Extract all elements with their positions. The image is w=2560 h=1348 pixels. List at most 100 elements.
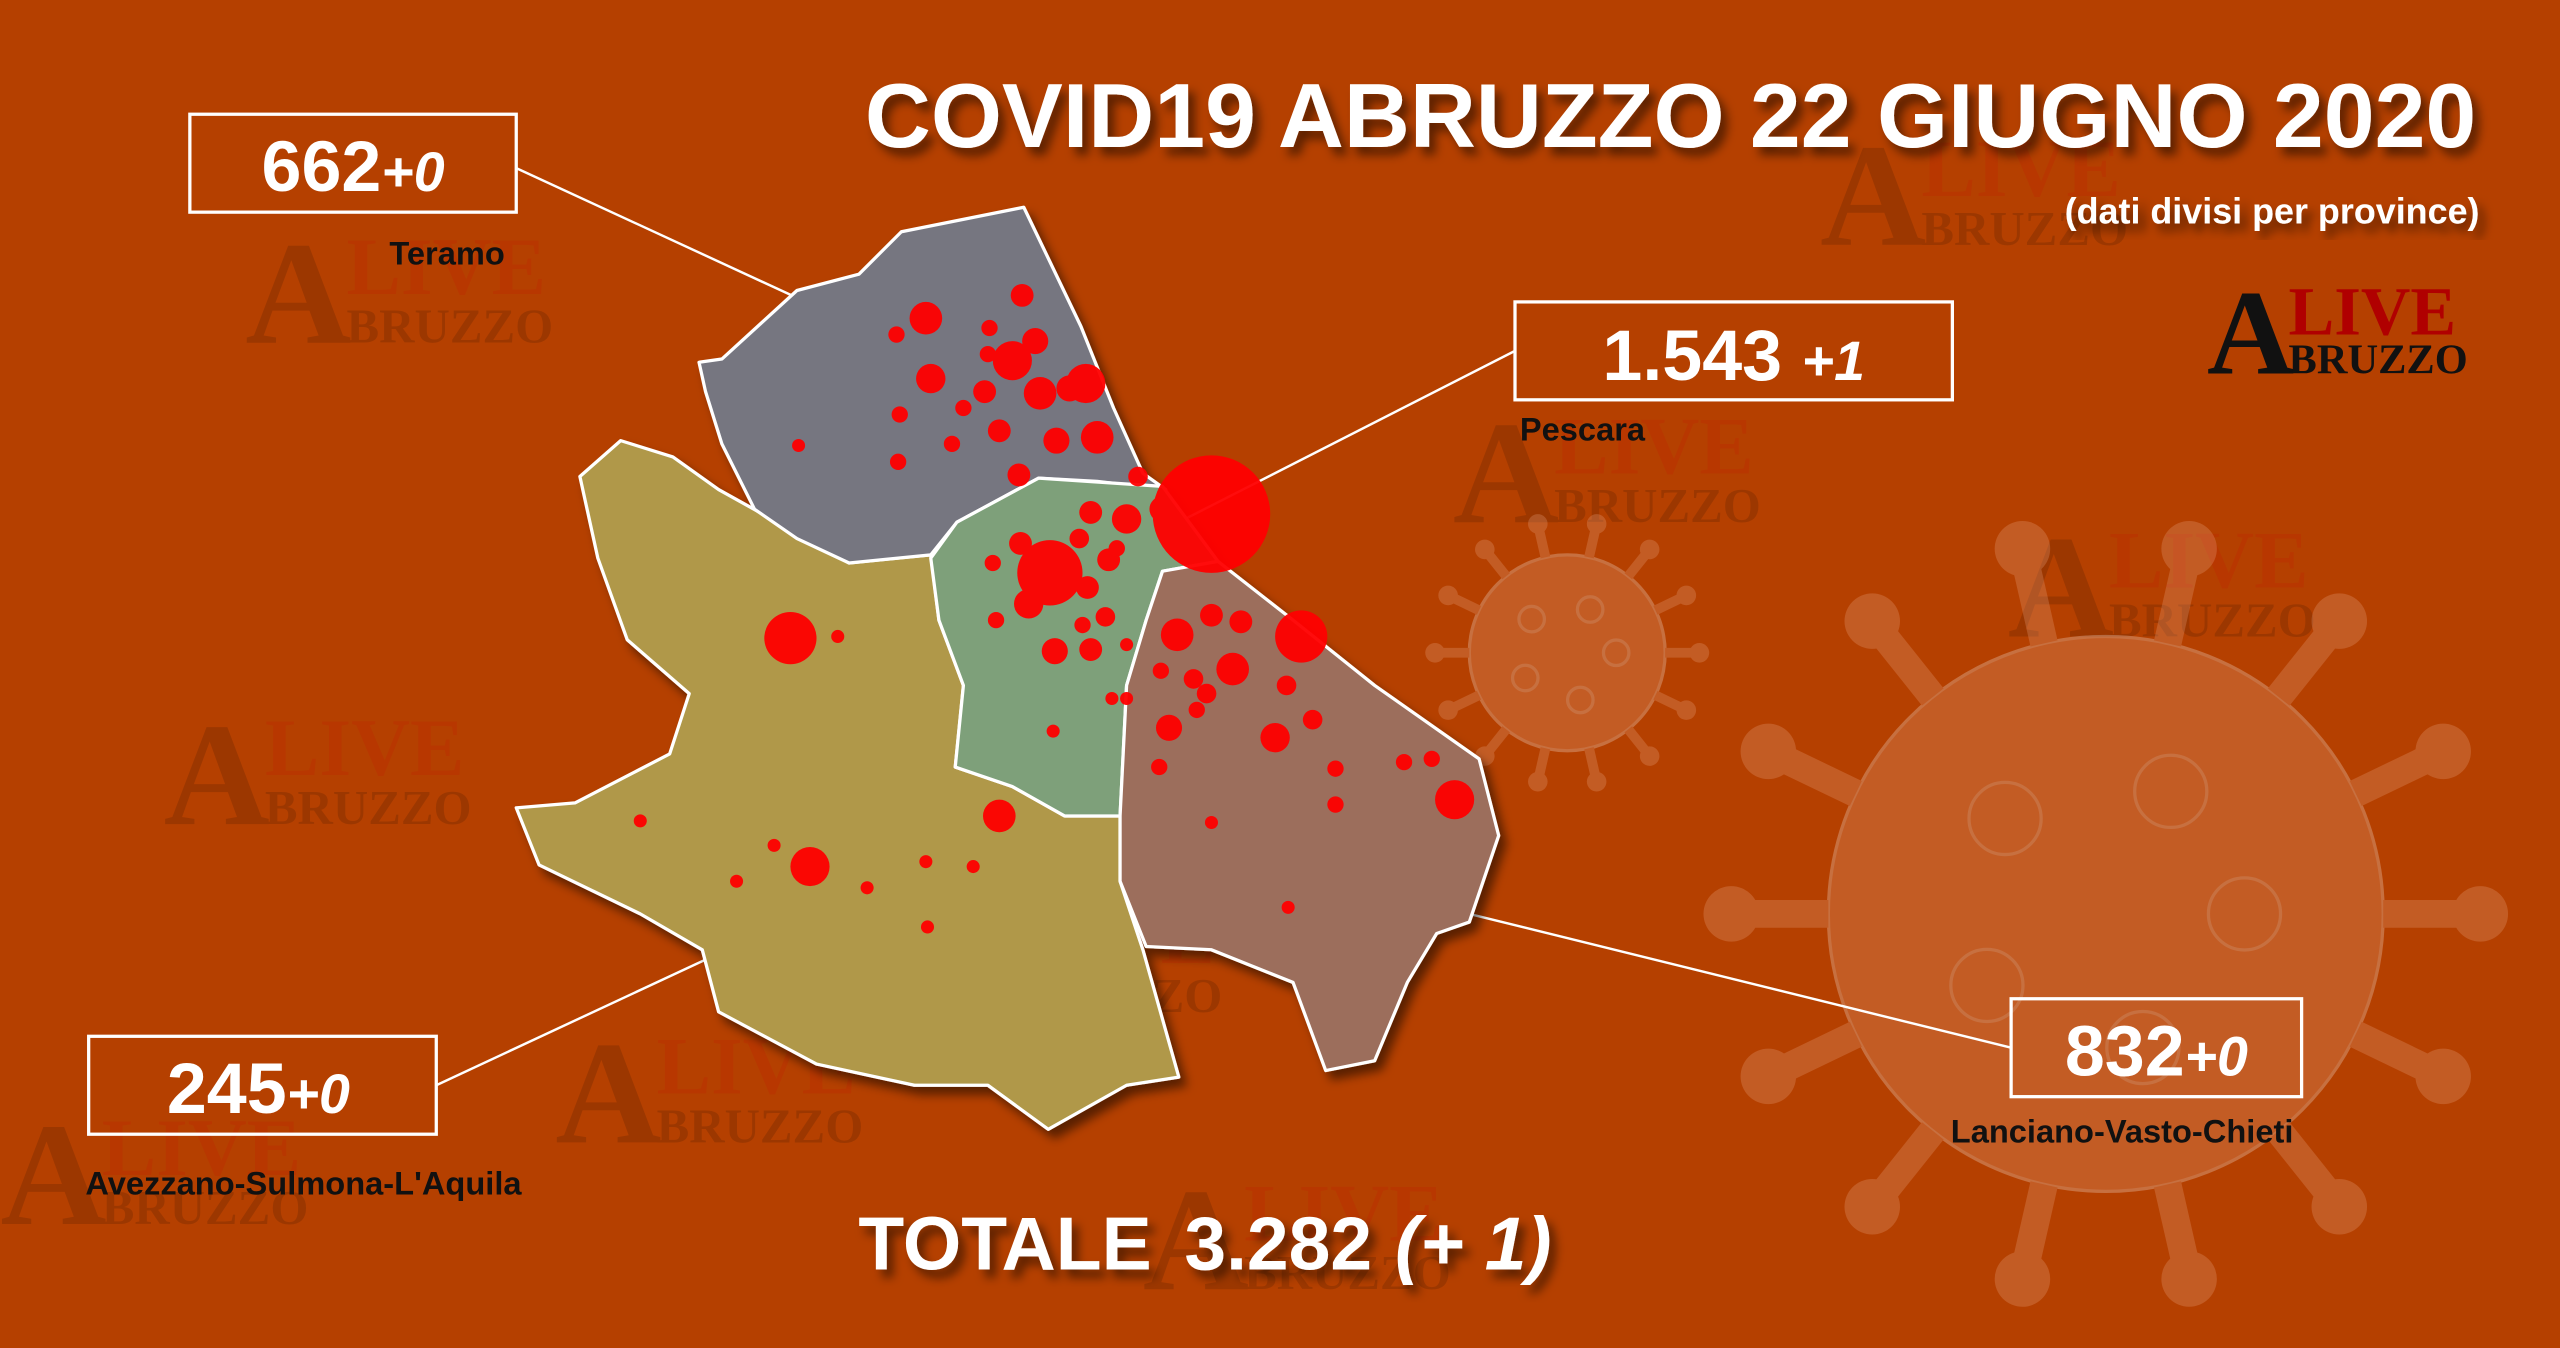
case-dot	[916, 363, 946, 394]
aquila-box	[87, 1034, 438, 1136]
case-dot	[1128, 466, 1148, 487]
case-dot	[860, 881, 874, 895]
teramo-leader-line	[515, 166, 796, 299]
case-dot	[984, 554, 1001, 572]
case-dot	[1023, 376, 1057, 410]
logo-live: LIVE	[2289, 274, 2457, 350]
page-title: COVID19 ABRUZZO 22 GIUGNO 2020	[865, 65, 2476, 167]
svg-text:LIVE: LIVE	[1554, 400, 1753, 491]
case-dot	[909, 301, 943, 335]
case-dot	[1080, 421, 1114, 454]
case-dot	[1108, 540, 1125, 557]
case-dot	[1152, 455, 1271, 573]
case-dots	[633, 283, 1475, 934]
case-dot	[943, 435, 961, 453]
case-dot	[1079, 638, 1103, 661]
case-dot	[767, 838, 781, 852]
case-dot	[1155, 714, 1183, 741]
svg-text:A: A	[245, 212, 351, 375]
svg-text:LIVE: LIVE	[102, 1102, 301, 1193]
case-dot	[1079, 501, 1103, 524]
virus-illustrations	[1425, 514, 2509, 1307]
case-dot	[1022, 328, 1049, 355]
svg-text:LIVE: LIVE	[1921, 123, 2120, 214]
svg-text:BRUZZO: BRUZZO	[657, 1098, 864, 1153]
case-dot	[1013, 589, 1044, 619]
case-dot	[1204, 815, 1218, 830]
case-dot	[891, 406, 908, 423]
case-dot	[1281, 900, 1295, 914]
case-dot	[730, 874, 744, 888]
case-dot	[1151, 758, 1168, 776]
aquila-callout: 245+0 Avezzano-Sulmona-L'Aquila	[85, 1034, 522, 1202]
chieti-count: 832+0	[2065, 1011, 2248, 1091]
case-dot	[1395, 753, 1413, 771]
case-dot	[981, 319, 998, 337]
teramo-box	[188, 112, 518, 214]
case-dot	[831, 629, 845, 643]
alive-abruzzo-logo: A LIVE BRUZZO	[2207, 267, 2468, 401]
svg-text:BRUZZO: BRUZZO	[347, 299, 554, 354]
svg-text:LIVE: LIVE	[347, 221, 546, 312]
case-dot	[920, 920, 935, 934]
leader-lines	[435, 166, 2012, 1087]
aquila-count: 245+0	[167, 1049, 350, 1129]
aquila-leader-line	[435, 958, 707, 1087]
case-dot	[1010, 283, 1034, 307]
case-dot	[764, 611, 817, 665]
totale-value: 3.282	[1184, 1202, 1372, 1286]
case-dot	[1276, 675, 1297, 696]
case-dot	[1017, 540, 1083, 606]
subtitle: (dati divisi per province)	[2065, 192, 2480, 232]
svg-text:A: A	[164, 693, 270, 856]
case-dot	[1152, 662, 1170, 679]
case-dot	[1327, 760, 1344, 777]
case-dot	[1069, 528, 1090, 549]
teramo-callout: 662+0 Teramo	[188, 112, 518, 271]
case-dot	[1105, 691, 1119, 706]
virus-icon	[1703, 521, 2509, 1307]
case-dot	[1043, 427, 1070, 454]
case-dot	[1007, 463, 1031, 487]
case-dot	[979, 345, 997, 363]
svg-text:LIVE: LIVE	[265, 702, 464, 793]
case-dot	[1120, 691, 1134, 706]
svg-text:A: A	[1453, 391, 1559, 554]
case-dot	[1229, 610, 1253, 634]
abruzzo-map	[514, 205, 1501, 1131]
case-dot	[1216, 652, 1249, 686]
teramo-label: Teramo	[389, 234, 504, 271]
case-dot	[966, 860, 980, 874]
case-dot	[1095, 607, 1116, 627]
chieti-leader-line	[1469, 912, 2012, 1049]
case-dot	[1111, 504, 1142, 534]
logo-initial: A	[2207, 267, 2294, 401]
case-dot	[1009, 532, 1032, 555]
case-dot	[973, 380, 997, 404]
case-dot	[888, 326, 905, 343]
case-dot	[633, 814, 647, 828]
case-dot	[1327, 796, 1344, 813]
chieti-box	[2009, 997, 2304, 1099]
case-dot	[1149, 496, 1176, 523]
case-dot	[1260, 722, 1290, 753]
svg-text:BRUZZO: BRUZZO	[265, 780, 472, 835]
case-dot	[1120, 638, 1134, 652]
case-dot	[1076, 576, 1099, 599]
case-dot	[1200, 603, 1223, 627]
svg-text:BRUZZO: BRUZZO	[1554, 478, 1761, 533]
case-dot	[1160, 618, 1194, 652]
case-dot	[1302, 709, 1323, 730]
chieti-callout: 832+0 Lanciano-Vasto-Chieti	[1951, 997, 2304, 1149]
case-dot	[1046, 724, 1060, 738]
teramo-count: 662+0	[262, 127, 445, 207]
svg-text:LIVE: LIVE	[1244, 1167, 1443, 1258]
case-dot	[1196, 683, 1217, 704]
totale: TOTALE 3.282 (+ 1)	[858, 1202, 1551, 1286]
